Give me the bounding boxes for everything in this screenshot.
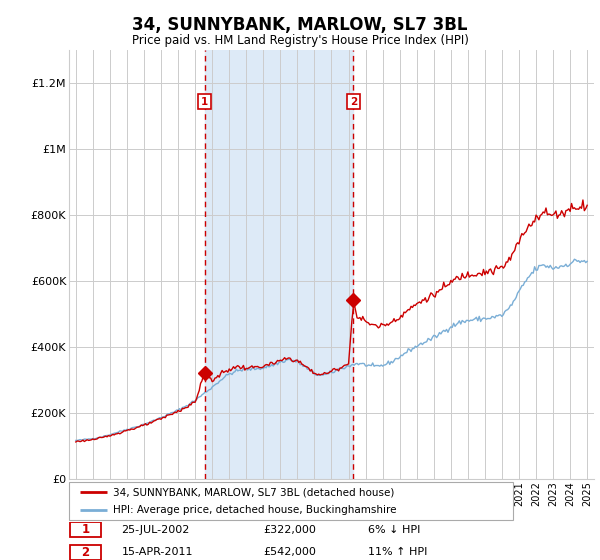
Text: 1: 1 [201,97,208,107]
FancyBboxPatch shape [70,545,101,560]
Text: £542,000: £542,000 [263,547,316,557]
Text: 1: 1 [81,523,89,536]
Text: 34, SUNNYBANK, MARLOW, SL7 3BL (detached house): 34, SUNNYBANK, MARLOW, SL7 3BL (detached… [113,487,395,497]
Text: 11% ↑ HPI: 11% ↑ HPI [368,547,428,557]
Text: £322,000: £322,000 [263,525,316,535]
FancyBboxPatch shape [69,482,513,520]
Text: 2: 2 [350,97,357,107]
Text: 2: 2 [81,546,89,559]
Text: Price paid vs. HM Land Registry's House Price Index (HPI): Price paid vs. HM Land Registry's House … [131,34,469,47]
Text: 15-APR-2011: 15-APR-2011 [121,547,193,557]
Text: 25-JUL-2002: 25-JUL-2002 [121,525,190,535]
Text: 34, SUNNYBANK, MARLOW, SL7 3BL: 34, SUNNYBANK, MARLOW, SL7 3BL [132,16,468,34]
Bar [205,50,353,479]
Text: 6% ↓ HPI: 6% ↓ HPI [368,525,421,535]
FancyBboxPatch shape [70,522,101,537]
Text: HPI: Average price, detached house, Buckinghamshire: HPI: Average price, detached house, Buck… [113,505,397,515]
